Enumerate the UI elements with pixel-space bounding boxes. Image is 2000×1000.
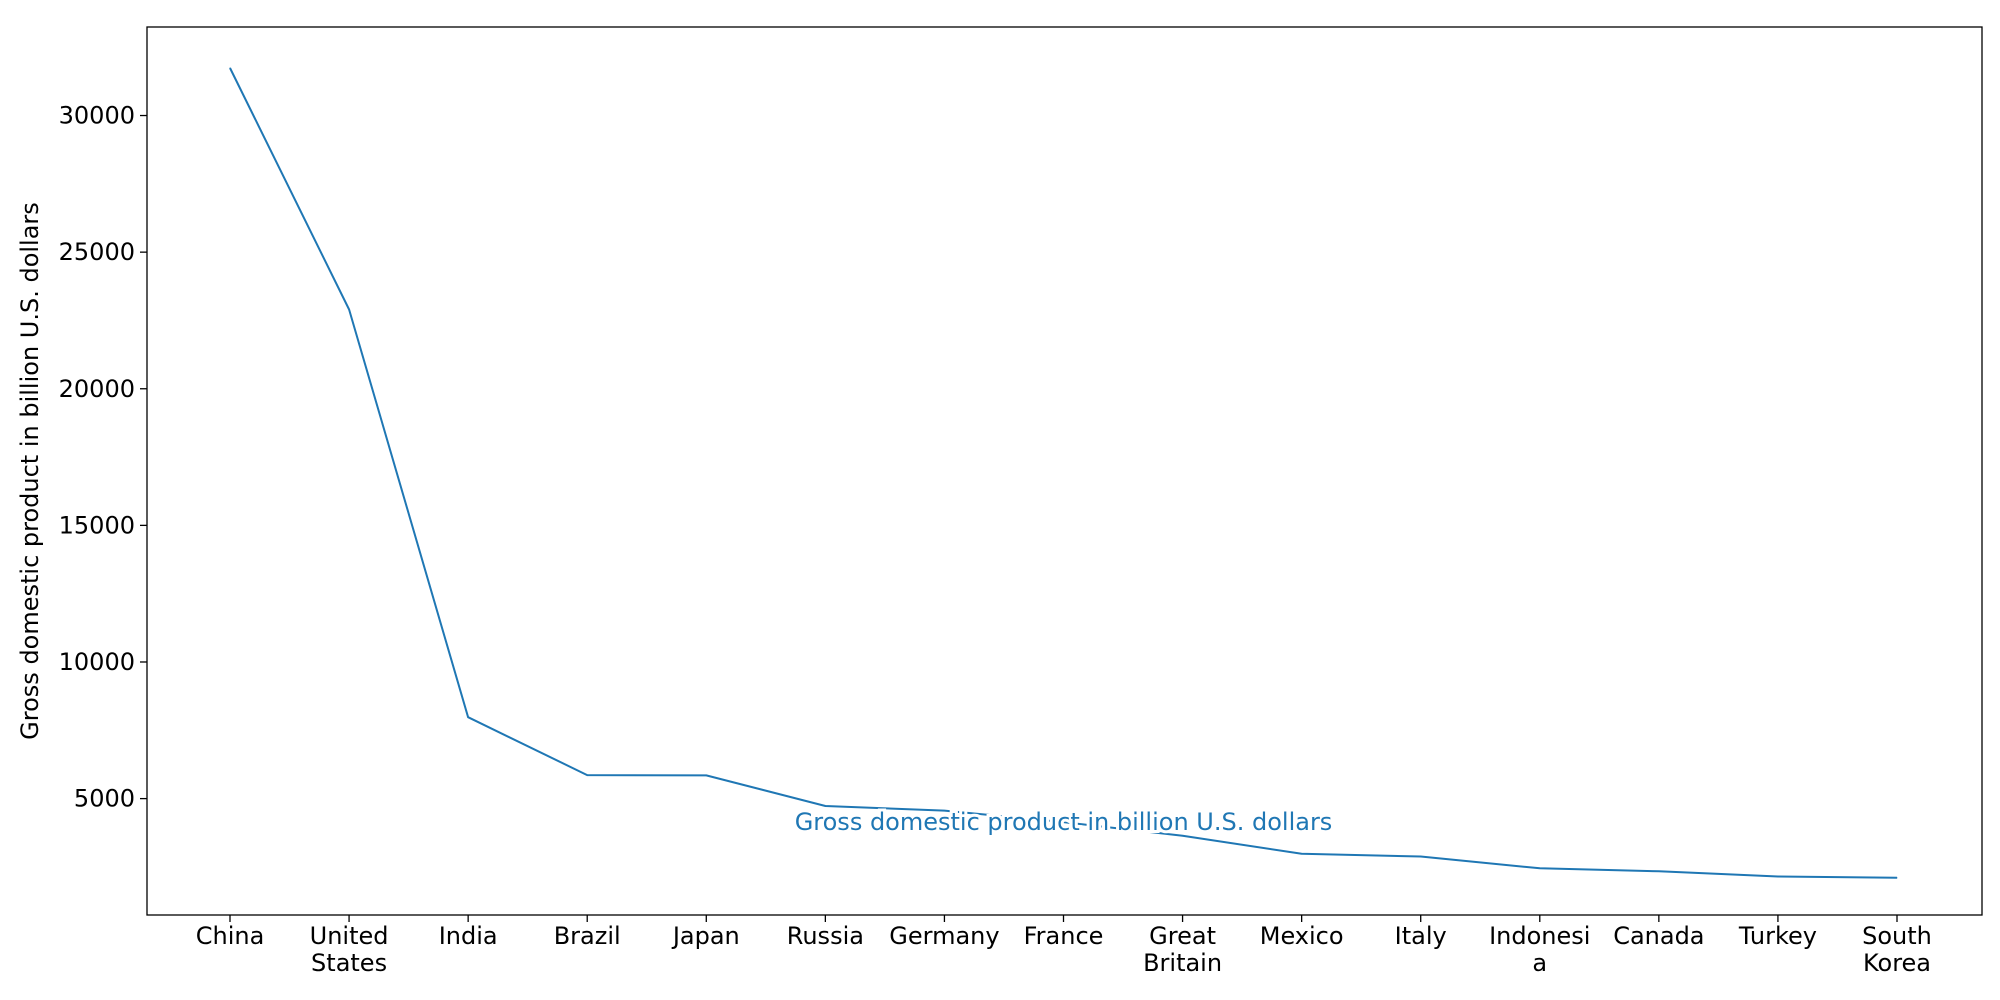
x-tick-label: Canada (1613, 922, 1704, 950)
data-point (1777, 875, 1779, 877)
data-point (1539, 867, 1541, 869)
data-point (1658, 870, 1660, 872)
data-point (943, 810, 945, 812)
data-point (1182, 835, 1184, 837)
series-inline-label: Gross domestic product in billion U.S. d… (795, 808, 1333, 836)
x-tick-label: United (310, 922, 389, 950)
inline-label-layer: Gross domestic product in billion U.S. d… (792, 805, 1336, 839)
data-point (586, 774, 588, 776)
x-tick-label: Mexico (1260, 922, 1344, 950)
y-tick-label: 15000 (59, 511, 135, 539)
x-tick-label: Turkey (1738, 922, 1817, 950)
data-point (1063, 821, 1064, 823)
x-tick-label: States (311, 949, 387, 977)
x-tick-label: Great (1149, 922, 1216, 950)
x-tick-label: Japan (671, 922, 740, 950)
plot-frame (146, 26, 1983, 916)
x-tick-label: Korea (1863, 949, 1931, 977)
data-point (705, 774, 707, 776)
y-tick-label: 30000 (59, 102, 135, 130)
x-tick-label: Russia (787, 922, 864, 950)
series-inline-label-halo: Gross domestic product in billion U.S. d… (795, 808, 1333, 836)
y-tick-label: 5000 (74, 785, 135, 813)
series-layer (229, 67, 1898, 879)
x-tick-label: South (1862, 922, 1932, 950)
x-tick-label: Britain (1143, 949, 1222, 977)
x-tick-label: China (196, 922, 265, 950)
data-point (1420, 856, 1422, 858)
y-axis-label: Gross domestic product in billion U.S. d… (16, 202, 44, 740)
x-tick-label: France (1024, 922, 1104, 950)
data-point (824, 805, 826, 807)
data-point (467, 716, 469, 718)
y-tick-label: 25000 (59, 238, 135, 266)
data-point (1896, 877, 1898, 879)
y-tick-label: 10000 (59, 648, 135, 676)
y-tick-label: 20000 (59, 375, 135, 403)
y-axis: 5000 10000 15000 20000 25000 30000 (59, 102, 147, 813)
x-tick-label: Germany (889, 922, 999, 950)
data-point (229, 67, 231, 69)
x-tick-label: Italy (1395, 922, 1447, 950)
x-tick-label: Indonesi (1489, 922, 1590, 950)
x-tick-label: Brazil (554, 922, 621, 950)
data-point (1301, 853, 1303, 855)
x-tick-label: a (1532, 949, 1547, 977)
x-tick-label: India (439, 922, 498, 950)
data-point (348, 309, 350, 311)
